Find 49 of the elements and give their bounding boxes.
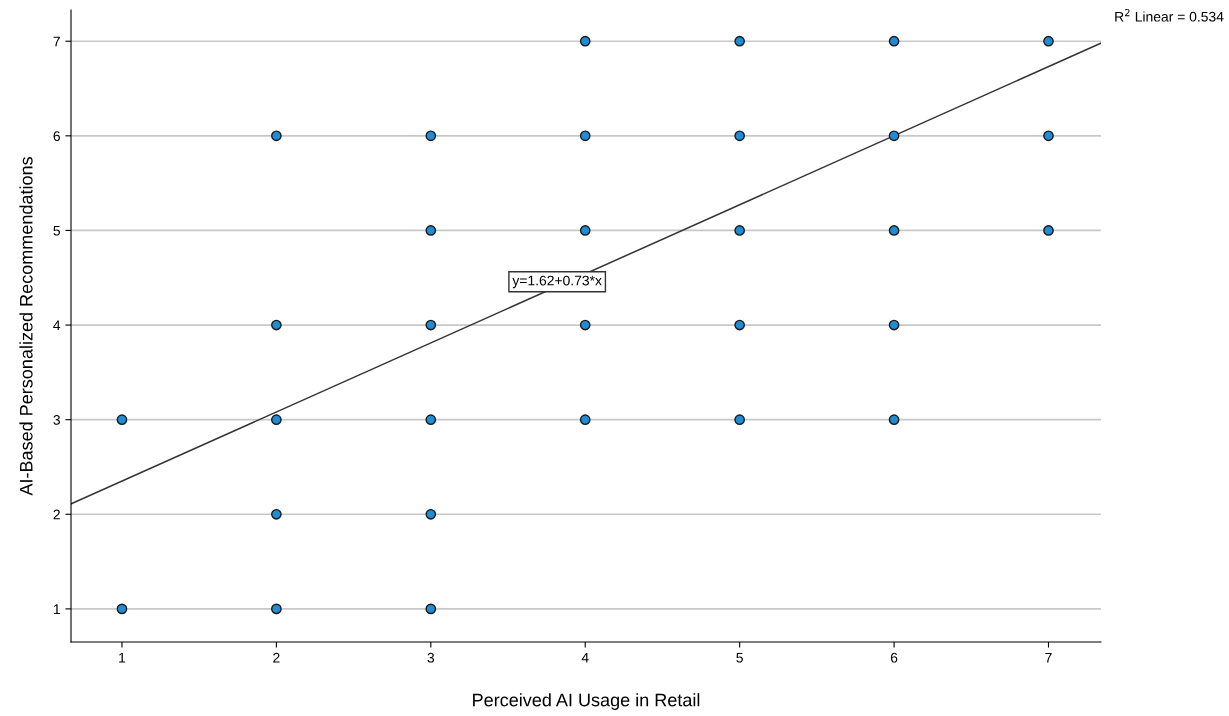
point <box>1043 130 1054 142</box>
point <box>888 319 900 331</box>
y-tick-label: 3 <box>53 415 60 425</box>
x-tick-label: 7 <box>1045 652 1052 663</box>
point <box>734 225 746 236</box>
point <box>271 319 282 331</box>
point <box>579 225 591 236</box>
y-axis-title: AI-Based Personalized Recommendations <box>19 157 33 496</box>
point <box>425 225 437 236</box>
point <box>271 130 282 142</box>
y-tick-label: 4 <box>53 320 61 331</box>
point <box>116 603 128 615</box>
point <box>888 130 900 142</box>
point <box>579 130 591 142</box>
x-axis-title: Perceived AI Usage in Retail <box>473 693 700 710</box>
x-tick-label: 1 <box>119 652 126 663</box>
annotation: y=1.62+0.73*x <box>512 275 602 289</box>
point <box>734 414 746 426</box>
y-tick-label: 1 <box>53 604 60 614</box>
y-tick-label: 2 <box>53 509 60 520</box>
point <box>271 414 282 426</box>
y-tick-label: 6 <box>53 131 60 141</box>
point <box>734 319 746 331</box>
x-tick-label: 4 <box>581 652 589 663</box>
point <box>116 414 128 426</box>
x-tick-label: 2 <box>273 652 280 663</box>
x-tick-label: 3 <box>427 652 435 663</box>
point <box>579 414 591 426</box>
point <box>425 319 437 331</box>
point <box>888 35 900 47</box>
point <box>425 508 437 520</box>
point <box>579 319 591 331</box>
point <box>271 508 282 520</box>
point <box>1043 35 1054 47</box>
point <box>579 35 591 47</box>
point <box>1043 225 1054 236</box>
point <box>425 414 437 426</box>
point <box>888 225 900 236</box>
point <box>425 130 437 142</box>
x-tick-label: 5 <box>736 652 743 663</box>
y-tick-label: 7 <box>53 36 60 47</box>
y-tick-label: 5 <box>53 225 60 236</box>
point <box>271 603 282 615</box>
point <box>734 35 746 47</box>
point <box>425 603 437 615</box>
point <box>734 130 746 142</box>
x-tick-label: 6 <box>890 652 898 663</box>
text: R$^{2}$ Linear = 0.534 <box>1115 8 1224 22</box>
point <box>888 414 900 426</box>
